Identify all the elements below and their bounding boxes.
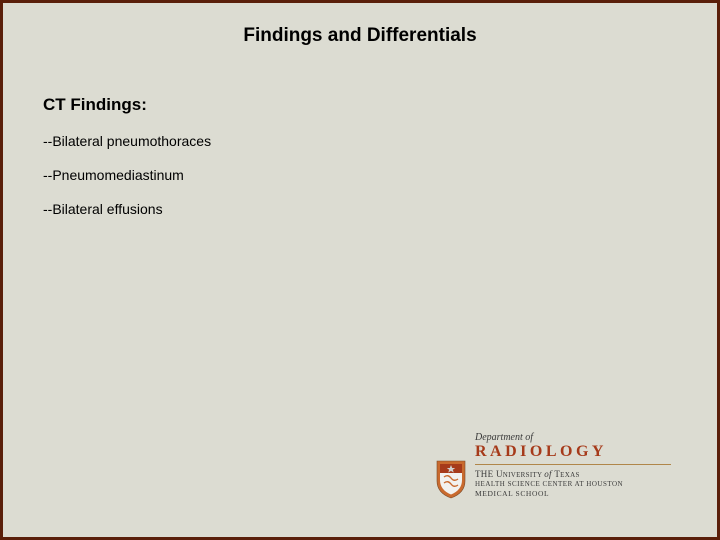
uni-niversity: NIVERSITY	[503, 471, 544, 479]
uni-exas: EXAS	[560, 471, 579, 479]
department-of-label: Department of	[475, 432, 689, 443]
shield-icon	[435, 459, 467, 499]
university-name-line3: MEDICAL SCHOOL	[475, 489, 623, 498]
uni-u: U	[496, 469, 503, 479]
finding-item: --Bilateral effusions	[43, 201, 717, 217]
finding-item: --Pneumomediastinum	[43, 167, 717, 183]
department-logo-block: Department of RADIOLOGY THE UNIVERSITY o…	[429, 432, 689, 515]
slide-container: Findings and Differentials CT Findings: …	[0, 0, 720, 540]
department-name: RADIOLOGY	[475, 443, 671, 465]
slide-title: Findings and Differentials	[3, 3, 717, 47]
university-name-line1: THE UNIVERSITY of TEXAS	[475, 469, 623, 479]
university-text: THE UNIVERSITY of TEXAS HEALTH SCIENCE C…	[475, 469, 623, 498]
uni-pre: THE	[475, 469, 496, 479]
findings-subtitle: CT Findings:	[43, 95, 717, 115]
university-row: THE UNIVERSITY of TEXAS HEALTH SCIENCE C…	[429, 469, 689, 515]
university-name-line2: HEALTH SCIENCE CENTER AT HOUSTON	[475, 480, 623, 488]
finding-item: --Bilateral pneumothoraces	[43, 133, 717, 149]
uni-of: of	[544, 469, 554, 479]
